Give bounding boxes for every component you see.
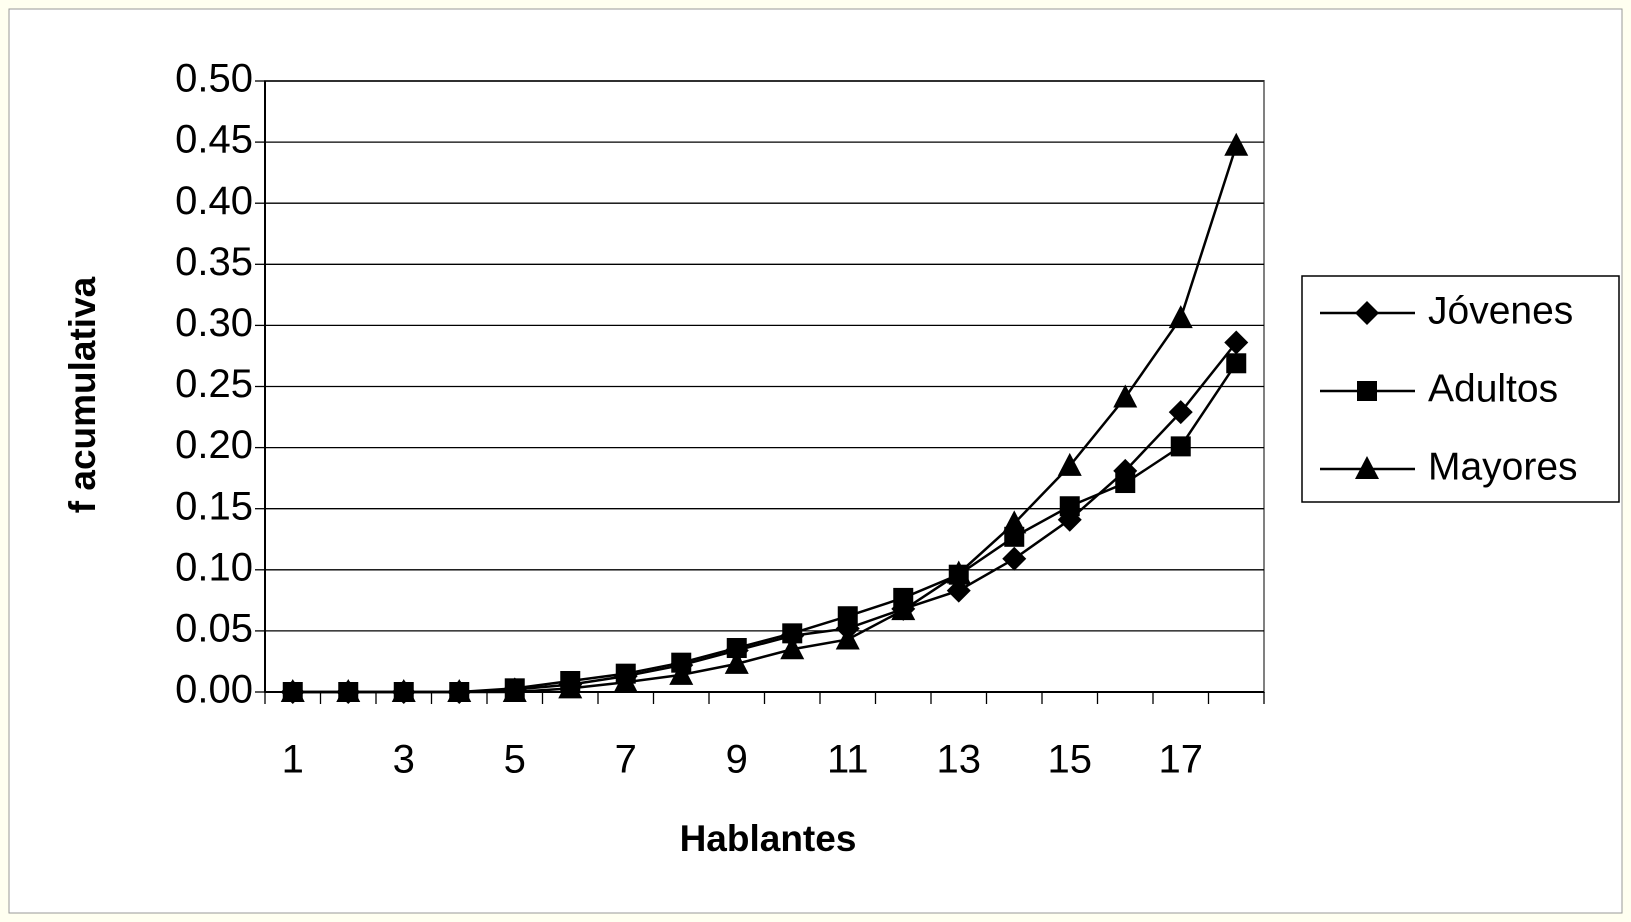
data-point bbox=[613, 669, 638, 693]
data-point bbox=[1170, 436, 1191, 457]
y-tick-label: 0.45 bbox=[175, 118, 253, 162]
x-tick-label: 15 bbox=[1048, 738, 1093, 782]
y-tick-label: 0.25 bbox=[175, 362, 253, 406]
data-point bbox=[726, 638, 747, 659]
y-tick-label: 0.10 bbox=[175, 545, 253, 589]
data-point bbox=[1057, 452, 1082, 476]
data-point bbox=[782, 623, 803, 644]
x-tick-label: 11 bbox=[827, 738, 869, 782]
x-tick-label: 9 bbox=[726, 738, 748, 782]
data-point bbox=[558, 675, 583, 699]
legend-marker bbox=[1355, 301, 1379, 325]
data-point bbox=[1224, 330, 1249, 355]
data-point bbox=[1168, 305, 1193, 329]
data-point bbox=[669, 661, 694, 685]
data-point bbox=[1115, 473, 1136, 494]
y-tick-label: 0.30 bbox=[175, 301, 253, 345]
y-tick-label: 0.35 bbox=[175, 240, 253, 284]
x-tick-label: 1 bbox=[282, 738, 304, 782]
data-point bbox=[780, 636, 805, 660]
data-point bbox=[1226, 353, 1247, 374]
data-point bbox=[891, 597, 916, 621]
data-point bbox=[837, 606, 858, 627]
x-axis-title: Hablantes bbox=[680, 818, 857, 859]
y-tick-label: 0.40 bbox=[175, 179, 253, 223]
y-tick-label: 0.15 bbox=[175, 484, 253, 528]
legend-label: Adultos bbox=[1428, 367, 1558, 410]
legend-label: Mayores bbox=[1428, 445, 1578, 488]
x-tick-label: 17 bbox=[1159, 738, 1204, 782]
y-tick-label: 0.50 bbox=[175, 57, 253, 101]
y-tick-label: 0.05 bbox=[175, 606, 253, 650]
data-point bbox=[1002, 510, 1027, 534]
y-axis-title: f acumulativa bbox=[62, 276, 103, 513]
x-tick-label: 13 bbox=[937, 738, 982, 782]
legend-marker bbox=[1357, 381, 1377, 401]
data-point bbox=[502, 679, 527, 702]
data-point bbox=[1168, 400, 1193, 425]
data-point bbox=[724, 650, 749, 674]
x-tick-label: 7 bbox=[615, 738, 637, 782]
data-point bbox=[280, 679, 305, 702]
data-point bbox=[447, 679, 472, 702]
data-point bbox=[835, 626, 860, 650]
y-tick-label: 0.20 bbox=[175, 423, 253, 467]
y-tick-label: 0.00 bbox=[175, 668, 253, 712]
data-point bbox=[1002, 546, 1027, 571]
x-tick-label: 5 bbox=[504, 738, 526, 782]
data-point bbox=[1059, 496, 1080, 517]
data-point bbox=[336, 679, 361, 702]
legend-marker bbox=[1355, 456, 1379, 479]
x-tick-label: 3 bbox=[393, 738, 415, 782]
data-point bbox=[946, 560, 971, 584]
data-point bbox=[1224, 132, 1249, 156]
legend-label: Jóvenes bbox=[1428, 289, 1573, 332]
data-point bbox=[1113, 384, 1138, 408]
data-point bbox=[391, 679, 416, 702]
